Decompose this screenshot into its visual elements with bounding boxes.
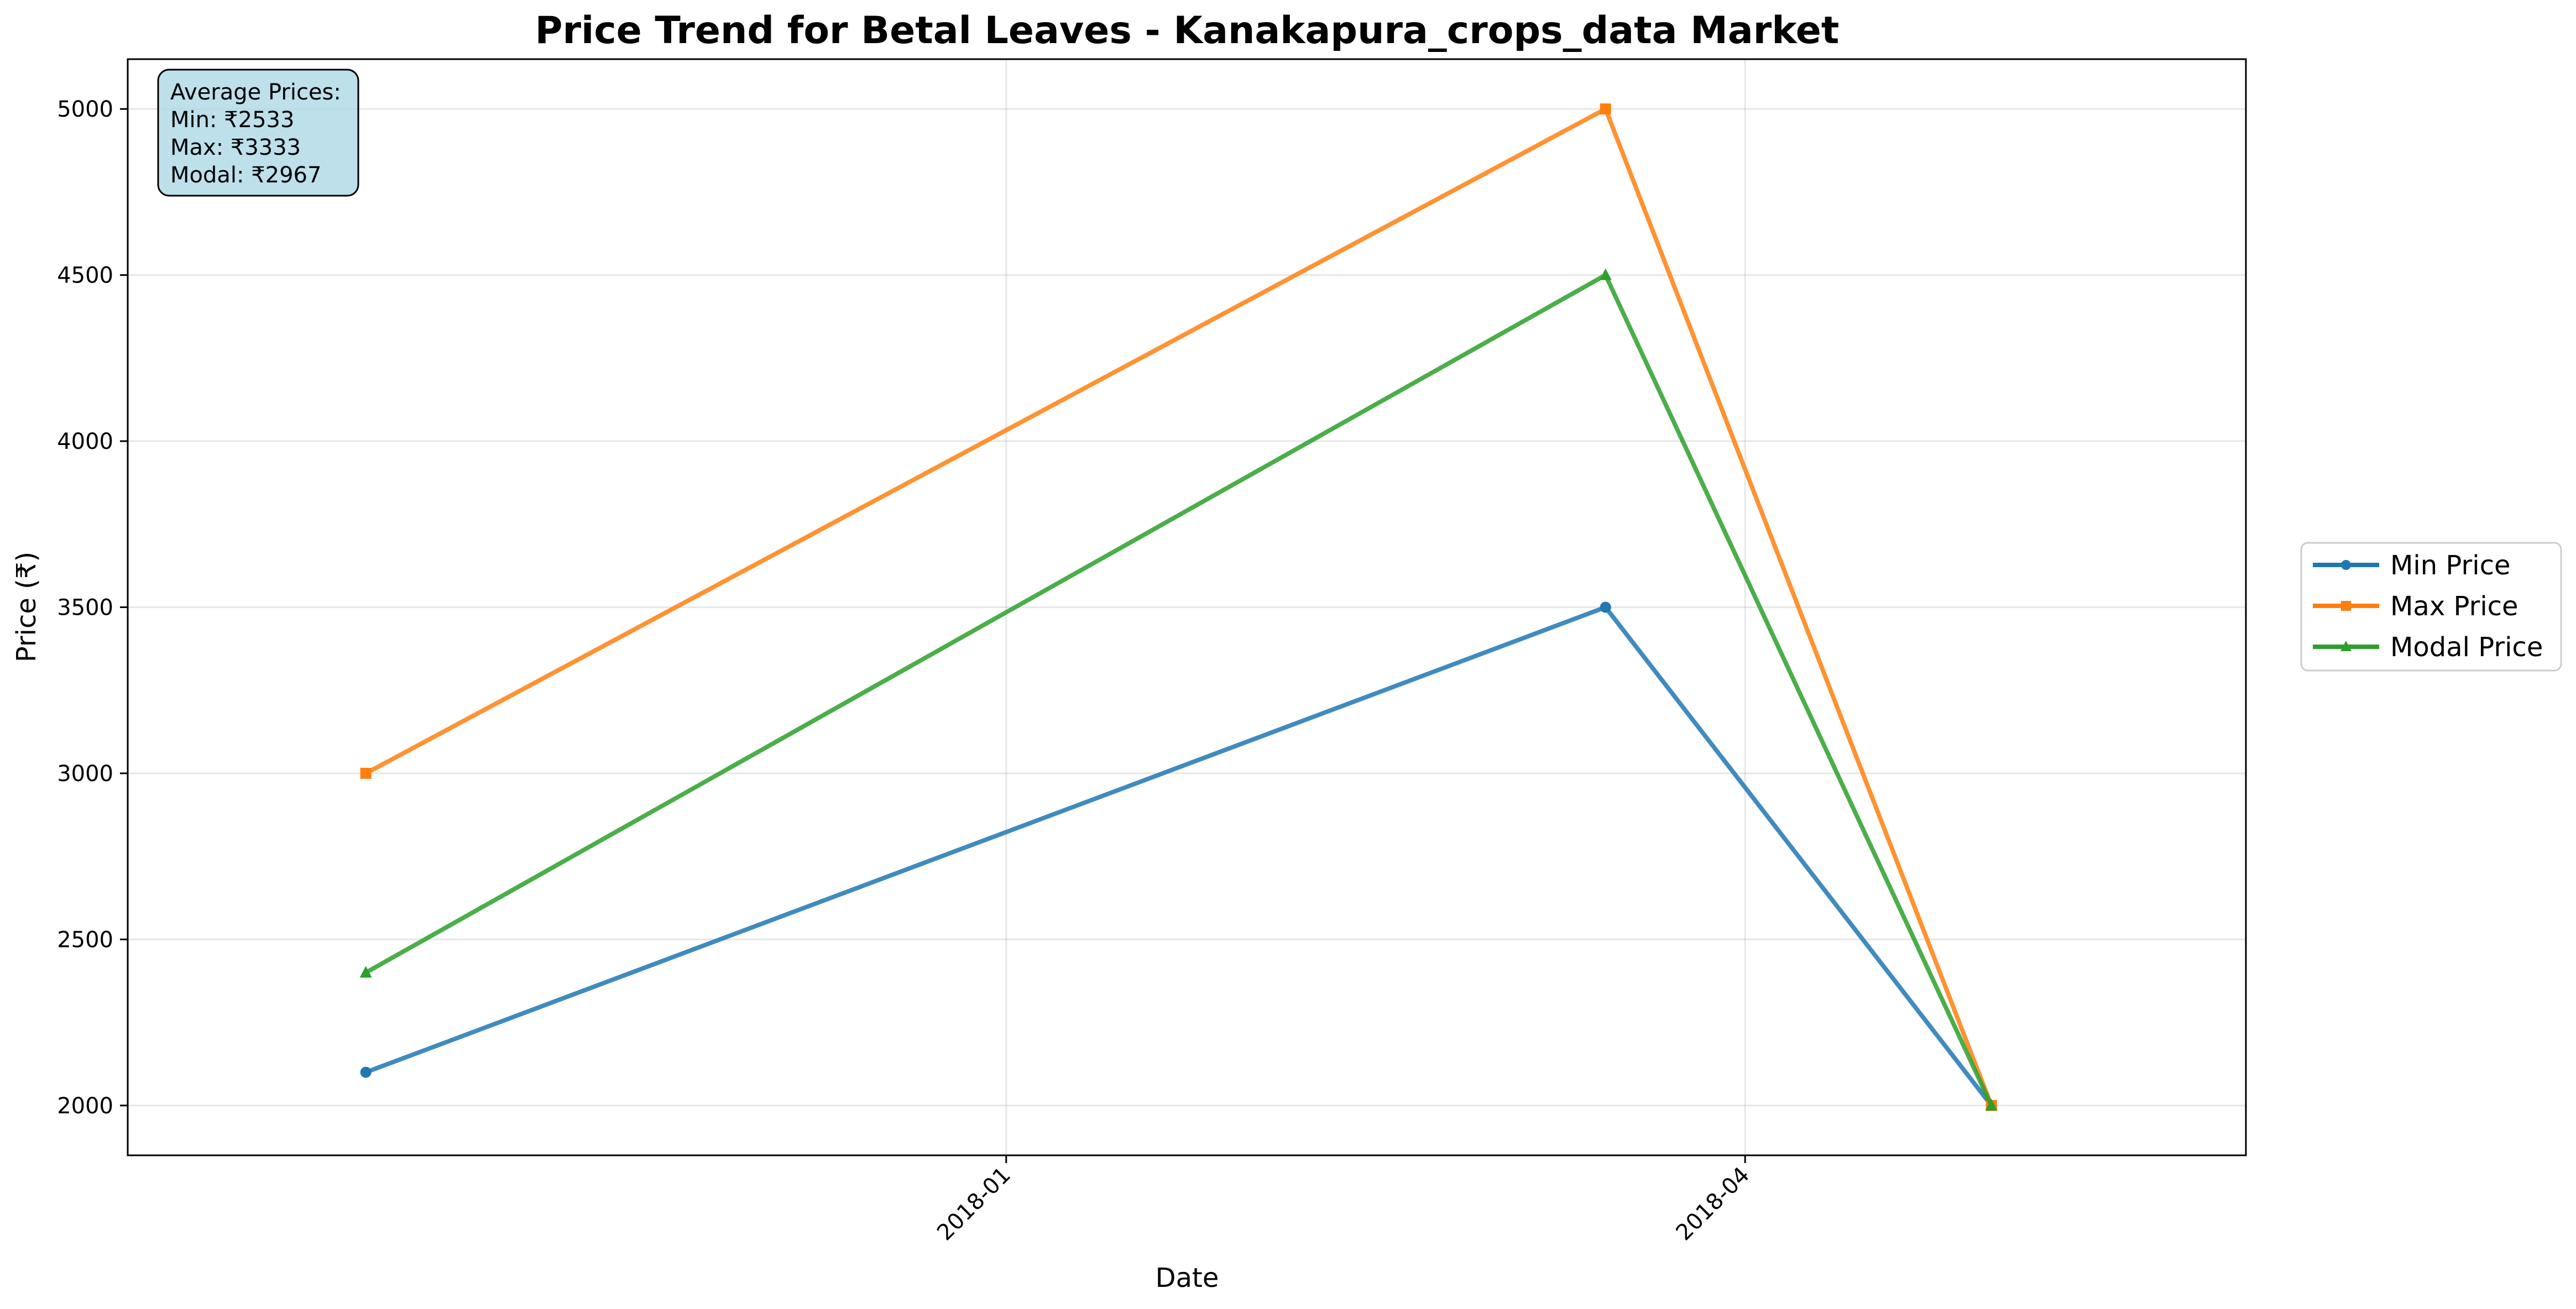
data-point-max-price bbox=[1600, 103, 1611, 115]
series-layer bbox=[359, 103, 1998, 1111]
legend-label-max-price: Max Price bbox=[2390, 591, 2518, 622]
data-point-max-price bbox=[360, 767, 372, 779]
y-tick-label: 2000 bbox=[57, 1093, 113, 1119]
legend-marker-max-price bbox=[2341, 601, 2351, 611]
y-tick-label: 3500 bbox=[57, 595, 113, 621]
chart-title: Price Trend for Betal Leaves - Kanakapur… bbox=[535, 9, 1840, 53]
y-tick-label: 4000 bbox=[57, 429, 113, 454]
y-tick-label: 3000 bbox=[57, 761, 113, 787]
legend-marker-min-price bbox=[2341, 560, 2351, 570]
data-point-min-price bbox=[1600, 601, 1611, 613]
data-point-min-price bbox=[360, 1066, 372, 1078]
x-axis-label: Date bbox=[1156, 1263, 1219, 1294]
stats-line: Average Prices: bbox=[170, 80, 341, 105]
stats-box-background bbox=[157, 69, 359, 197]
data-point-modal-price bbox=[1985, 1098, 1998, 1111]
grid-layer bbox=[128, 59, 2246, 1155]
y-tick-label: 2500 bbox=[57, 927, 113, 952]
data-point-modal-price bbox=[359, 966, 372, 978]
legend: Min Price Max Price Modal Price bbox=[2300, 542, 2562, 672]
stats-line: Min: ₹2533 bbox=[170, 107, 294, 133]
y-axis-label: Price (₹) bbox=[11, 552, 42, 662]
y-tick-label: 5000 bbox=[57, 97, 113, 122]
legend-label-modal-price: Modal Price bbox=[2390, 632, 2543, 663]
legend-marker-modal-price bbox=[2340, 641, 2352, 651]
data-point-modal-price bbox=[1599, 268, 1612, 280]
stats-line: Modal: ₹2967 bbox=[170, 163, 321, 188]
legend-frame bbox=[2300, 542, 2562, 672]
stats-box: Average Prices: Min: ₹2533 Max: ₹3333 Mo… bbox=[157, 69, 359, 197]
stats-line: Max: ₹3333 bbox=[170, 135, 301, 160]
legend-label-min-price: Min Price bbox=[2390, 550, 2511, 581]
y-tick-label: 4500 bbox=[57, 263, 113, 289]
